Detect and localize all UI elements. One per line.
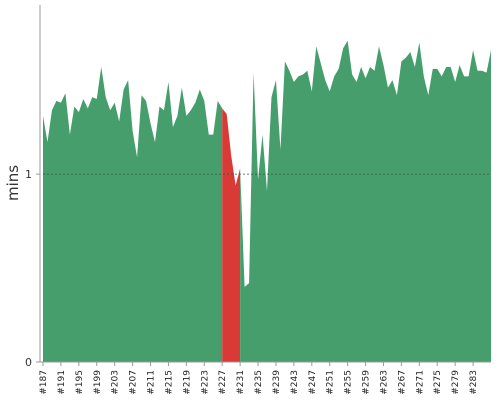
x-tick-label: #187 [39, 370, 49, 395]
success-area-after [240, 40, 491, 362]
plot-area [43, 40, 491, 363]
x-tick-label: #251 [326, 370, 336, 395]
x-tick-label: #219 [182, 370, 192, 395]
x-tick-label: #279 [451, 370, 461, 395]
x-tick-label: #259 [362, 370, 372, 395]
y-tick-label: 1 [25, 168, 32, 181]
x-tick-label: #231 [236, 370, 246, 395]
x-tick-label: #243 [290, 370, 300, 395]
x-tick-label: #255 [344, 370, 354, 395]
x-tick-label: #267 [397, 370, 407, 395]
x-tick-label: #263 [379, 370, 389, 395]
x-tick-label: #247 [308, 370, 318, 395]
x-tick-label: #207 [129, 370, 139, 395]
x-tick-label: #235 [254, 370, 264, 395]
x-tick-label: #199 [93, 370, 103, 395]
failure-area [222, 108, 241, 362]
axes: 0 1 #187 #191 #195 #199 #203 #207 #211 #215 #219 #2… [25, 5, 491, 395]
x-tick-label: #215 [164, 370, 174, 395]
y-axis-label: mins [4, 165, 22, 201]
x-tick-label: #211 [147, 370, 157, 395]
x-tick-label: #191 [57, 370, 67, 395]
x-tick-label: #223 [200, 370, 210, 395]
x-tick-label: #271 [415, 370, 425, 395]
x-tick-label: #227 [218, 370, 228, 395]
success-area-before [43, 67, 223, 363]
y-tick-label: 0 [25, 356, 32, 369]
x-tick-label: #195 [75, 370, 85, 395]
x-tick-label: #275 [433, 370, 443, 395]
x-tick-label: #283 [469, 370, 479, 395]
x-tick-label: #239 [272, 370, 282, 395]
x-tick-label: #203 [111, 370, 121, 395]
